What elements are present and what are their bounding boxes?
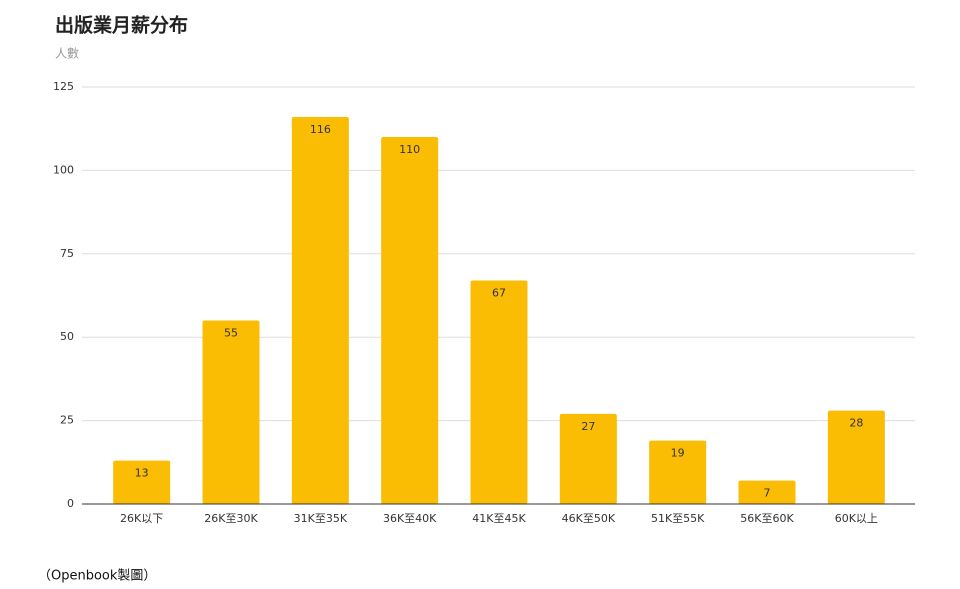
y-axis-label: 人數	[55, 47, 79, 61]
caption: （Openbook製圖）	[38, 569, 156, 584]
x-tick-label: 60K以上	[835, 512, 878, 525]
data-label: 27	[581, 420, 595, 433]
data-label: 55	[224, 327, 238, 340]
bar	[470, 280, 528, 504]
y-tick-label: 75	[60, 247, 74, 260]
bar	[559, 413, 617, 504]
data-label: 19	[671, 447, 685, 460]
bar	[202, 320, 260, 504]
x-tick-label: 46K至50K	[562, 512, 616, 525]
y-tick-label: 50	[60, 330, 74, 343]
y-tick-label: 25	[60, 414, 74, 427]
chart-title: 出版業月薪分布	[55, 14, 188, 37]
data-label: 13	[135, 467, 149, 480]
x-tick-label: 41K至45K	[472, 512, 526, 525]
x-tick-label: 56K至60K	[740, 512, 794, 525]
data-label: 7	[764, 487, 771, 500]
bar	[113, 460, 171, 504]
x-tick-label: 51K至55K	[651, 512, 705, 525]
bar	[381, 137, 439, 505]
x-tick-label: 31K至35K	[294, 512, 348, 525]
y-tick-label: 100	[53, 163, 74, 176]
data-label: 67	[492, 286, 506, 299]
bar	[291, 117, 349, 505]
bar	[827, 410, 885, 504]
data-label: 28	[849, 417, 863, 430]
x-tick-label: 26K至30K	[204, 512, 258, 525]
y-tick-label: 125	[53, 80, 74, 93]
bar	[738, 480, 796, 504]
data-label: 116	[310, 123, 331, 136]
x-tick-label: 26K以下	[120, 512, 163, 525]
data-label: 110	[399, 143, 420, 156]
x-tick-label: 36K至40K	[383, 512, 437, 525]
bar	[649, 440, 707, 504]
y-tick-label: 0	[67, 497, 74, 510]
